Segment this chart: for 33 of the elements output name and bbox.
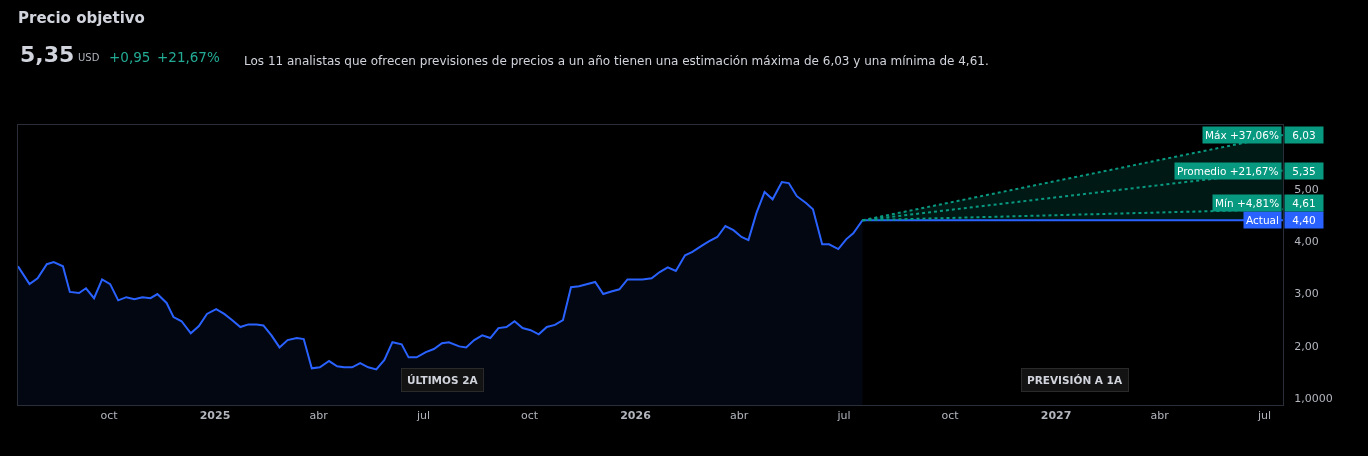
x-tick-label: abr xyxy=(309,409,329,423)
x-tick-label: abr xyxy=(1150,409,1170,423)
text: Los 11 analistas que ofrecen previsiones de precios a un año tienen una estimación máxima de 6,03 y una mínima de 4,61. xyxy=(244,54,989,68)
legend-label: Máx +37,06% xyxy=(1205,129,1279,141)
y-tick-label: 3,00 xyxy=(1294,287,1319,301)
data-label: 4,40 xyxy=(1292,214,1316,226)
text: USD xyxy=(78,52,100,63)
x-tick-label: abr xyxy=(730,409,749,423)
x-tick-label: jul xyxy=(1257,409,1272,423)
annotation: ÚLTIMOS 2A xyxy=(407,374,479,386)
y-tick-label: 5,00 xyxy=(1294,182,1319,196)
x-tick-label: oct xyxy=(941,409,960,423)
x-tick-label: jul xyxy=(836,409,851,423)
x-tick-label: 2027 xyxy=(1040,409,1072,423)
x-tick-label: oct xyxy=(100,409,119,423)
y-tick-label: 4,00 xyxy=(1294,235,1319,249)
data-label: 4,61 xyxy=(1292,197,1316,209)
annotation: PREVISIÓN A 1A xyxy=(1027,374,1123,386)
chart-title: Precio objetivo xyxy=(18,9,145,28)
x-tick-label: oct xyxy=(520,409,539,423)
x-tick-label: 2025 xyxy=(199,409,231,423)
legend-label: Mín +4,81% xyxy=(1215,197,1280,209)
text: +21,67% xyxy=(157,49,220,65)
x-tick-label: jul xyxy=(415,409,431,423)
legend-label: Actual xyxy=(1246,214,1279,226)
legend-label: Promedio +21,67% xyxy=(1177,165,1279,177)
x-tick-label: 2026 xyxy=(620,409,652,423)
y-tick-label: 2,00 xyxy=(1294,339,1319,353)
y-tick-label: 1,0000 xyxy=(1294,392,1333,406)
data-label: 5,35 xyxy=(1292,165,1316,177)
data-label: 6,03 xyxy=(1292,129,1316,141)
text: +0,95 xyxy=(109,49,151,65)
text: 5,35 xyxy=(20,42,75,67)
